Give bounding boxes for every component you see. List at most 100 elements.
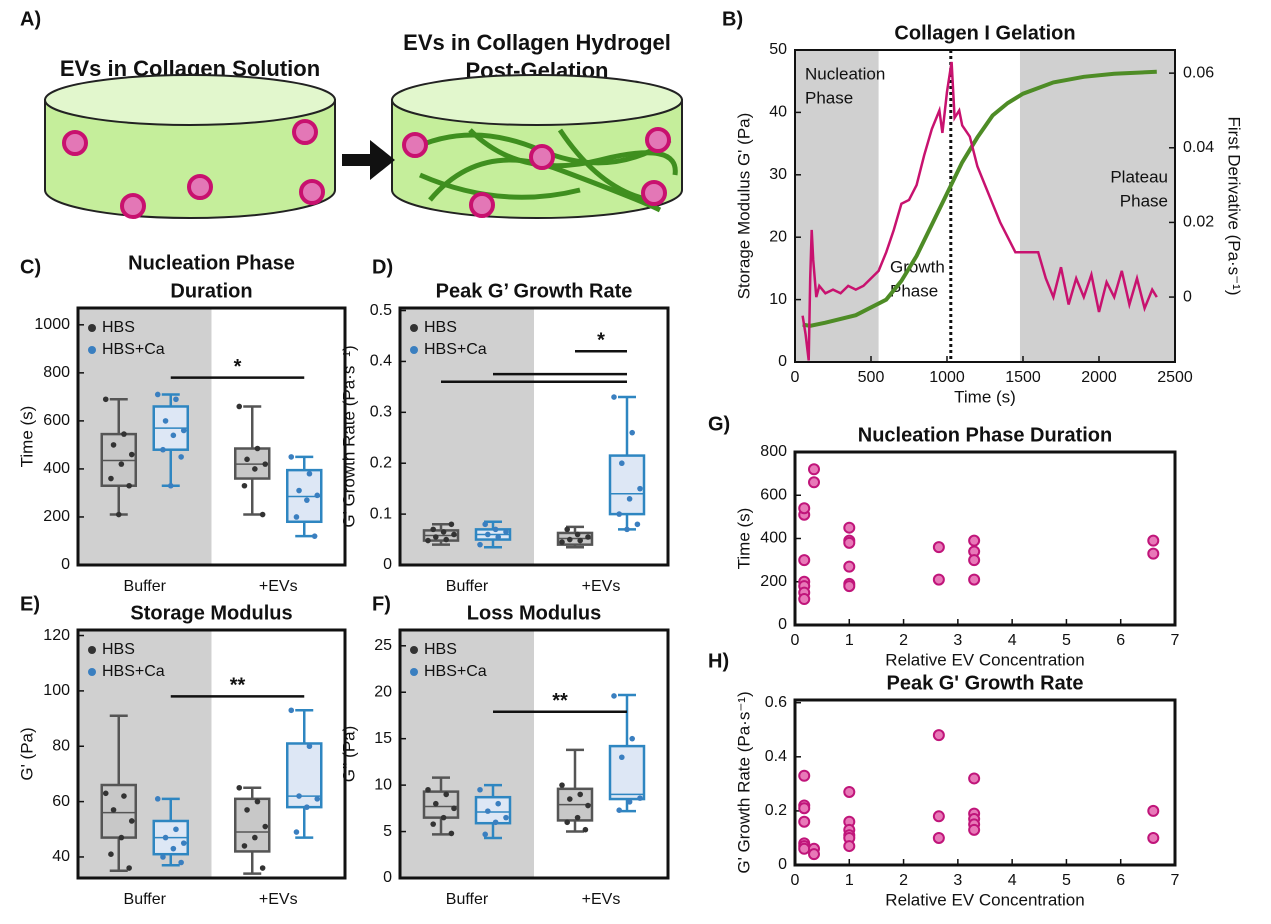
chart-title: Duration	[170, 280, 252, 302]
data-point	[160, 447, 166, 453]
y-axis-label: Time (s)	[17, 406, 36, 468]
data-point	[252, 466, 258, 472]
data-point	[799, 555, 809, 565]
y-axis-label: Time (s)	[734, 508, 753, 570]
data-point	[799, 844, 809, 854]
y-tick-label: 20	[769, 228, 787, 245]
page: A) EVs in Collagen Solution EVs in Colla…	[0, 0, 1271, 924]
x-tick-label: 2500	[1157, 369, 1193, 386]
x-tick-label: 2	[899, 872, 908, 889]
cylinder-top	[45, 75, 335, 125]
data-point	[934, 575, 944, 585]
data-point	[969, 773, 979, 783]
data-point	[583, 827, 589, 833]
chart-title: Peak G’ Growth Rate	[436, 280, 633, 302]
data-point	[262, 824, 268, 830]
x-tick-label: Buffer	[446, 578, 489, 595]
legend-label: HBS	[102, 641, 135, 658]
chart-title: Collagen I Gelation	[894, 22, 1075, 44]
data-point	[934, 730, 944, 740]
data-point	[242, 843, 248, 849]
x-tick-label: +EVs	[259, 578, 298, 595]
data-point	[564, 527, 570, 533]
x-tick-label: Buffer	[446, 891, 489, 908]
y-tick-label: 0.1	[370, 505, 392, 522]
data-point	[181, 840, 187, 846]
data-point	[629, 430, 635, 436]
data-point	[559, 782, 565, 788]
data-point	[1148, 536, 1158, 546]
x-tick-label: 500	[858, 369, 885, 386]
data-point	[155, 796, 161, 802]
data-point	[799, 771, 809, 781]
data-point	[126, 865, 132, 871]
data-point	[260, 512, 266, 518]
data-point	[244, 807, 250, 813]
data-point	[312, 533, 318, 539]
y-tick-label: 5	[383, 823, 392, 840]
y-tick-label: 0	[778, 353, 787, 370]
y-tick-label: 800	[43, 364, 70, 381]
box	[610, 456, 644, 515]
x-tick-label: 2	[899, 632, 908, 649]
data-point	[567, 537, 573, 543]
x-tick-label: 7	[1171, 872, 1180, 889]
data-point	[449, 521, 455, 527]
data-point	[627, 799, 633, 805]
y-tick-label: 60	[52, 793, 70, 810]
y-tick-label: 20	[374, 683, 392, 700]
data-point	[430, 821, 436, 827]
data-point	[430, 527, 436, 533]
panel-label: H)	[708, 650, 729, 672]
data-point	[294, 829, 300, 835]
data-point	[168, 483, 174, 489]
data-point	[477, 787, 483, 793]
legend-label: HBS+Ca	[424, 663, 487, 680]
data-point	[637, 486, 643, 492]
legend-label: HBS+Ca	[424, 341, 487, 358]
y-tick-label: 30	[769, 166, 787, 183]
data-point	[799, 594, 809, 604]
y-tick-label: 400	[43, 460, 70, 477]
y-tick-label: 600	[760, 486, 787, 503]
data-point	[181, 428, 187, 434]
y-axis-label: G' Growth Rate (Pa·s⁻¹)	[734, 691, 753, 873]
data-point	[121, 793, 127, 799]
data-point	[969, 555, 979, 565]
data-point	[482, 832, 488, 838]
data-point	[611, 693, 617, 699]
data-point	[111, 442, 117, 448]
x-tick-label: +EVs	[582, 578, 621, 595]
panel-label: D)	[372, 256, 393, 278]
data-point	[119, 461, 125, 467]
data-point	[969, 536, 979, 546]
data-point	[155, 392, 161, 398]
data-point	[969, 825, 979, 835]
diagram-title: EVs in Collagen Hydrogel	[403, 30, 671, 55]
x-tick-label: 0	[791, 632, 800, 649]
data-point	[255, 799, 261, 805]
data-point	[575, 532, 581, 538]
legend-marker	[88, 324, 96, 332]
data-point	[809, 477, 819, 487]
y-tick-label: 80	[52, 737, 70, 754]
annotation: Phase	[1120, 191, 1168, 210]
y-tick-label: 800	[760, 443, 787, 460]
x-tick-label: 0	[791, 872, 800, 889]
data-point	[116, 512, 122, 518]
x-tick-label: 5	[1062, 872, 1071, 889]
data-point	[575, 815, 581, 821]
data-point	[934, 811, 944, 821]
y-tick-label: 400	[760, 530, 787, 547]
data-point	[616, 807, 622, 813]
data-point	[236, 785, 242, 791]
data-point	[262, 461, 268, 467]
data-point	[178, 454, 184, 460]
y-tick-label: 40	[769, 104, 787, 121]
y-tick-label: 1000	[34, 316, 70, 333]
data-point	[119, 835, 125, 841]
chart-title: Nucleation Phase Duration	[858, 424, 1113, 446]
data-point	[1148, 806, 1158, 816]
x-tick-label: 2000	[1081, 369, 1117, 386]
panel-label: C)	[20, 256, 41, 278]
